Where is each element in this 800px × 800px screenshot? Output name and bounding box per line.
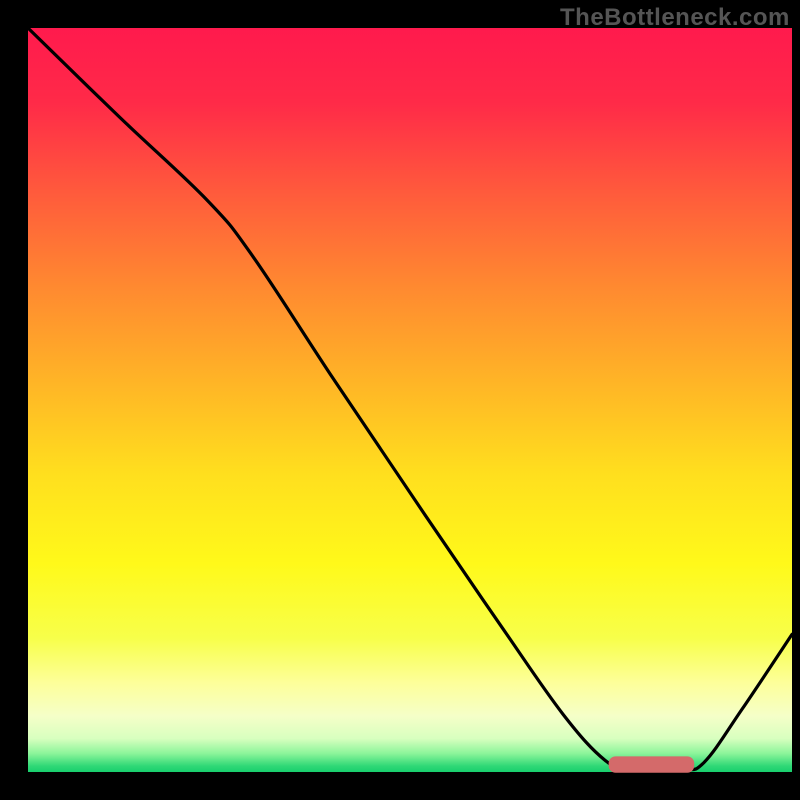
plot-area	[28, 28, 792, 772]
bottleneck-curve	[28, 28, 792, 772]
optimal-range-marker	[609, 756, 695, 772]
chart-frame: TheBottleneck.com	[0, 0, 800, 800]
watermark-text: TheBottleneck.com	[560, 4, 790, 32]
